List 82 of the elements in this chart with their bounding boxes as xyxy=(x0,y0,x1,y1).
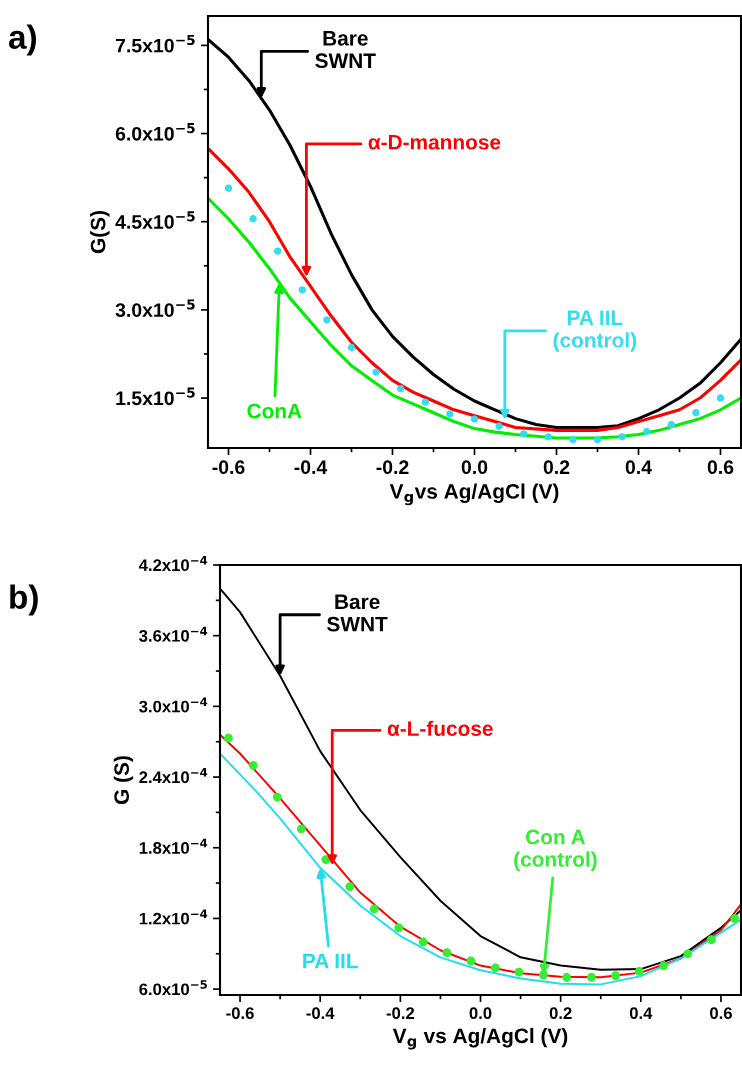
y-tick-label: 3.0x10$^{−4}$ xyxy=(139,697,208,713)
y-axis-title: G(S) xyxy=(90,211,110,254)
x-tick-label: -0.6 xyxy=(212,460,245,475)
point xyxy=(421,398,429,406)
point xyxy=(372,368,380,376)
point xyxy=(544,433,552,441)
point xyxy=(667,420,675,429)
point xyxy=(466,956,476,966)
point xyxy=(716,394,725,402)
x-tick-label: -0.4 xyxy=(294,460,328,475)
x-tick-label: 0.0 xyxy=(461,460,488,475)
y-tick-label: 3.0x10$^{−5}$ xyxy=(115,299,195,318)
point xyxy=(442,948,452,957)
annotation: α-L-fucose xyxy=(387,720,493,736)
text: b) xyxy=(10,584,38,616)
y-tick-label: 1.8x10$^{−4}$ xyxy=(139,838,208,854)
point xyxy=(490,963,500,973)
point xyxy=(321,855,331,864)
annotation: Bare SWNT xyxy=(327,594,388,632)
point xyxy=(634,967,644,976)
x-tick-label: 0.6 xyxy=(707,460,734,475)
y-tick-label: 3.6x10$^{−4}$ xyxy=(139,626,208,642)
y-tick-label: 6.0x10$^{−5}$ xyxy=(115,123,195,141)
point xyxy=(345,882,355,892)
point xyxy=(514,967,524,977)
x-tick-label: -0.2 xyxy=(376,460,409,475)
annotation: PA IIL xyxy=(303,953,358,969)
x-tick-label: -0.6 xyxy=(226,1007,254,1020)
point xyxy=(495,422,503,430)
point xyxy=(298,286,306,294)
point xyxy=(643,427,651,436)
point xyxy=(683,949,693,959)
x-tick-label: -0.2 xyxy=(386,1007,415,1020)
point xyxy=(659,961,669,970)
x-tick-label: 0.2 xyxy=(543,460,570,475)
y-tick-label: 4.5x10$^{−5}$ xyxy=(115,211,195,229)
point xyxy=(692,409,700,417)
annotation: PA IIL (control) xyxy=(553,310,637,352)
x-tick-label: 0.6 xyxy=(710,1007,732,1020)
annotation: Bare SWNT xyxy=(315,31,376,69)
annotation: α-D-mannose xyxy=(368,135,501,150)
point xyxy=(470,415,479,423)
point xyxy=(730,914,739,923)
point xyxy=(618,433,626,441)
y-tick-label: 7.5x10$^{−5}$ xyxy=(115,34,195,53)
annotation: ConA xyxy=(247,403,302,419)
point xyxy=(611,971,620,980)
point xyxy=(323,316,331,324)
point xyxy=(274,247,282,255)
point xyxy=(446,410,454,418)
x-tick-label: 0.4 xyxy=(629,1007,653,1020)
y-tick-label: 1.5x10$^{−5}$ xyxy=(116,387,195,406)
point xyxy=(394,923,404,933)
point xyxy=(296,824,306,834)
x-tick-label: -0.4 xyxy=(306,1007,335,1020)
point xyxy=(249,215,257,223)
y-tick-label: 4.2x10$^{−4}$ xyxy=(138,556,208,572)
point xyxy=(706,935,716,945)
text: a) xyxy=(8,24,36,56)
point xyxy=(347,343,356,352)
y-tick-label: 6.0x10$^{−5}$ xyxy=(139,980,207,996)
x-tick-label: 0.4 xyxy=(625,460,652,475)
point xyxy=(248,760,258,770)
y-tick-label: 1.2x10$^{−4}$ xyxy=(139,909,208,925)
x-tick-label: 0.0 xyxy=(469,1007,492,1020)
point xyxy=(272,792,282,802)
point xyxy=(520,430,528,438)
point xyxy=(369,904,379,914)
x-axis-title: V$_{g}$vs Ag/AgCl (V) xyxy=(389,483,559,506)
point xyxy=(587,972,596,982)
point xyxy=(397,384,405,393)
y-tick-label: 2.4x10$^{−4}$ xyxy=(139,768,208,784)
point xyxy=(562,972,572,982)
annotation: Con A (control) xyxy=(514,829,597,871)
point xyxy=(418,937,428,947)
x-tick-label: 0.2 xyxy=(549,1007,572,1020)
point xyxy=(593,436,602,444)
point xyxy=(224,184,233,192)
point xyxy=(224,733,233,743)
y-axis-title: G (S) xyxy=(113,756,134,805)
x-axis-title: V$_{g}$ vs Ag/AgCl (V) xyxy=(392,1027,568,1050)
point xyxy=(569,436,577,444)
